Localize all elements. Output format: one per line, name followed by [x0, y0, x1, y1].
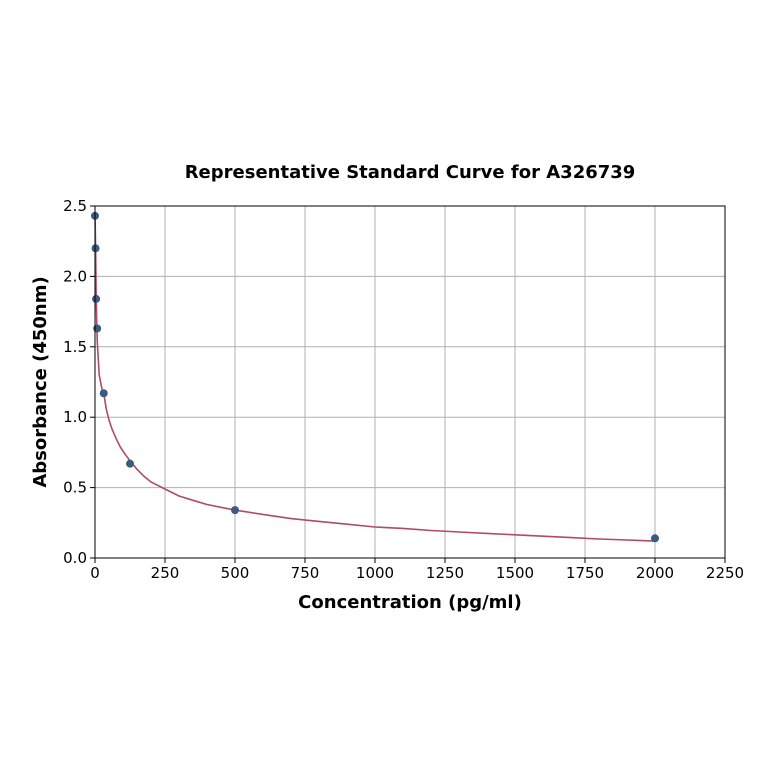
x-tick-label: 750 — [291, 564, 320, 582]
x-tick-label: 1750 — [566, 564, 604, 582]
y-tick-label: 0.0 — [63, 549, 87, 567]
x-tick-label: 2000 — [636, 564, 674, 582]
grid-lines — [94, 205, 726, 559]
y-axis-title: Absorbance (450nm) — [30, 276, 51, 487]
fitted-curve-line — [94, 212, 656, 542]
y-tick-label: 1.0 — [63, 408, 87, 426]
data-point — [99, 389, 108, 398]
x-tick-label: 500 — [221, 564, 250, 582]
x-tick-label: 250 — [151, 564, 180, 582]
y-tick-label: 2.5 — [63, 197, 87, 215]
data-point — [126, 459, 134, 468]
data-point — [93, 324, 102, 333]
y-tick-label: 2.0 — [63, 267, 87, 285]
data-point — [91, 244, 100, 253]
x-tick-label: 1500 — [496, 564, 534, 582]
data-point — [92, 294, 101, 303]
y-axis-ticks: 0.0 0.5 1.0 1.5 2.0 2.5 — [63, 197, 95, 567]
data-points-layer — [91, 211, 659, 543]
plot-area-frame — [94, 205, 726, 559]
y-tick-label: 0.5 — [63, 479, 87, 497]
x-tick-label: 1250 — [426, 564, 464, 582]
x-axis-ticks: 0 250 500 750 1000 1250 1500 1750 2000 2250 — [90, 558, 744, 582]
x-tick-label: 0 — [90, 564, 100, 582]
chart-title: Representative Standard Curve for A32673… — [185, 162, 636, 183]
x-axis-title: Concentration (pg/ml) — [298, 592, 522, 613]
y-tick-label: 1.5 — [63, 338, 87, 356]
x-tick-label: 1000 — [356, 564, 394, 582]
data-point — [651, 534, 659, 543]
data-point — [231, 506, 239, 515]
fitted-curve-layer — [94, 212, 656, 542]
x-tick-label: 2250 — [706, 564, 744, 582]
